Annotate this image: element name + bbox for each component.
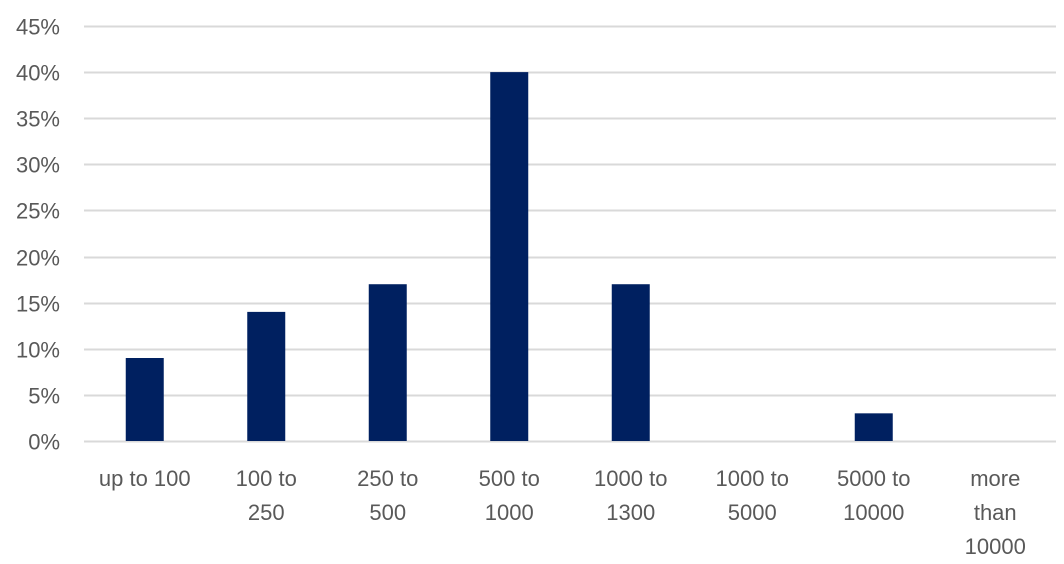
bar: [854, 413, 893, 441]
x-tick-label: 10000: [965, 534, 1026, 559]
x-tick-label: than: [974, 500, 1017, 525]
x-tick-label: 500: [369, 500, 406, 525]
y-tick-label: 0%: [28, 430, 60, 455]
y-tick-label: 10%: [16, 338, 60, 363]
x-tick-label: 5000: [728, 500, 777, 525]
bar: [368, 284, 407, 441]
y-tick-label: 25%: [16, 199, 60, 224]
y-axis-tick-labels: 0% 5% 10% 15% 20% 25% 30% 35% 40% 45%: [16, 15, 60, 455]
bar: [125, 358, 164, 441]
y-tick-label: 20%: [16, 246, 60, 271]
x-tick-label: 1000: [485, 500, 534, 525]
y-tick-label: 45%: [16, 15, 60, 40]
x-tick-label: 250: [248, 500, 285, 525]
x-tick-label: up to 100: [99, 466, 191, 491]
x-tick-label: 1000 to: [594, 466, 667, 491]
x-tick-label: 5000 to: [837, 466, 910, 491]
x-tick-label: 1000 to: [716, 466, 789, 491]
y-tick-label: 40%: [16, 61, 60, 86]
x-tick-label: 10000: [843, 500, 904, 525]
x-tick-label: 250 to: [357, 466, 418, 491]
gridlines: [84, 25, 1056, 443]
x-tick-label: 100 to: [236, 466, 297, 491]
bar: [247, 311, 286, 441]
x-tick-label: 1300: [606, 500, 655, 525]
y-tick-label: 5%: [28, 384, 60, 409]
y-tick-label: 15%: [16, 292, 60, 317]
x-tick-label: more: [970, 466, 1020, 491]
bars: [125, 72, 893, 441]
bar: [490, 72, 529, 441]
x-tick-label: 500 to: [479, 466, 540, 491]
y-tick-label: 35%: [16, 107, 60, 132]
bar: [611, 284, 650, 441]
x-axis-category-labels: up to 100 100 to 250 250 to 500 500 to 1000 100…: [99, 466, 1026, 559]
y-tick-label: 30%: [16, 153, 60, 178]
